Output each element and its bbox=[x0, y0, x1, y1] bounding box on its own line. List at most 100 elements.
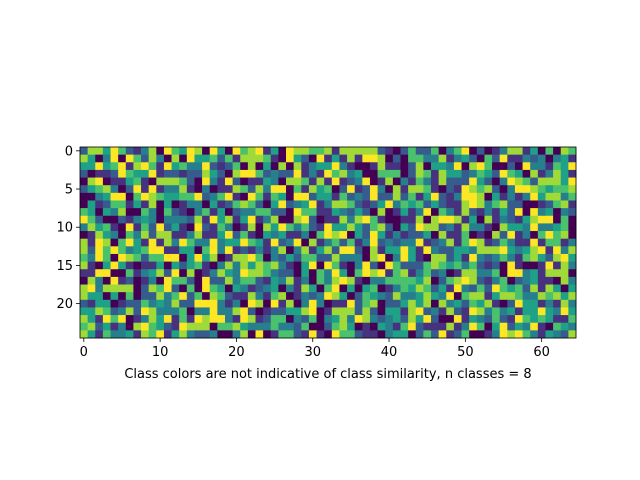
heatmap-cell bbox=[316, 330, 325, 339]
heatmap-cell bbox=[392, 215, 401, 224]
heatmap-cell bbox=[217, 185, 226, 194]
heatmap-cell bbox=[240, 154, 249, 163]
heatmap-cell bbox=[484, 238, 493, 247]
heatmap-cell bbox=[263, 185, 272, 194]
heatmap-cell bbox=[80, 292, 88, 301]
heatmap-cell bbox=[202, 315, 211, 324]
heatmap-cell bbox=[270, 253, 279, 262]
heatmap-cell bbox=[560, 315, 569, 324]
heatmap-cell bbox=[87, 330, 96, 339]
heatmap-cell bbox=[347, 269, 356, 278]
heatmap-cell bbox=[286, 269, 295, 278]
heatmap-cell bbox=[102, 261, 111, 270]
heatmap-cell bbox=[339, 315, 348, 324]
heatmap-cell bbox=[156, 231, 165, 240]
heatmap-cell bbox=[392, 315, 401, 324]
heatmap-cell bbox=[522, 299, 531, 308]
heatmap-cell bbox=[179, 147, 188, 155]
heatmap-cell bbox=[194, 299, 203, 308]
heatmap-cell bbox=[438, 223, 447, 232]
heatmap-cell bbox=[514, 231, 523, 240]
heatmap-cell bbox=[507, 315, 516, 324]
heatmap-cell bbox=[240, 269, 249, 278]
heatmap-cell bbox=[568, 231, 577, 240]
heatmap-cell bbox=[461, 284, 470, 293]
heatmap-cell bbox=[270, 223, 279, 232]
heatmap-cell bbox=[316, 269, 325, 278]
heatmap-cell bbox=[347, 315, 356, 324]
heatmap-cell bbox=[102, 269, 111, 278]
heatmap-cell bbox=[507, 253, 516, 262]
heatmap-cell bbox=[186, 276, 195, 285]
heatmap-cell bbox=[423, 238, 432, 247]
heatmap-cell bbox=[522, 162, 531, 171]
heatmap-cell bbox=[377, 169, 386, 178]
heatmap-cell bbox=[461, 261, 470, 270]
heatmap-cell bbox=[461, 200, 470, 209]
heatmap-cell bbox=[553, 307, 562, 316]
heatmap-cell bbox=[286, 231, 295, 240]
heatmap-cell bbox=[492, 307, 501, 316]
heatmap-cell bbox=[286, 192, 295, 201]
heatmap-cell bbox=[316, 215, 325, 224]
heatmap-cell bbox=[537, 269, 546, 278]
heatmap-cell bbox=[392, 231, 401, 240]
heatmap-cell bbox=[347, 231, 356, 240]
heatmap-cell bbox=[102, 299, 111, 308]
heatmap-cell bbox=[324, 147, 333, 155]
heatmap-cell bbox=[80, 200, 88, 209]
heatmap-cell bbox=[141, 185, 150, 194]
heatmap-cell bbox=[163, 200, 172, 209]
heatmap-cell bbox=[171, 215, 180, 224]
heatmap-cell bbox=[118, 246, 127, 255]
heatmap-cell bbox=[431, 208, 439, 217]
heatmap-cell bbox=[202, 284, 211, 293]
heatmap-cell bbox=[553, 276, 562, 285]
heatmap-cell bbox=[369, 299, 378, 308]
heatmap-cell bbox=[400, 292, 409, 301]
heatmap-cell bbox=[461, 185, 470, 194]
heatmap-cell bbox=[339, 215, 348, 224]
heatmap-cell bbox=[492, 315, 501, 324]
heatmap-cell bbox=[263, 299, 272, 308]
heatmap-cell bbox=[163, 276, 172, 285]
heatmap-cell bbox=[499, 177, 508, 186]
heatmap-cell bbox=[507, 231, 516, 240]
heatmap-cell bbox=[247, 330, 256, 339]
heatmap-cell bbox=[362, 330, 371, 339]
heatmap-cell bbox=[377, 177, 386, 186]
heatmap-cell bbox=[247, 223, 256, 232]
heatmap-cell bbox=[118, 322, 127, 331]
heatmap-cell bbox=[316, 177, 325, 186]
heatmap-cell bbox=[522, 246, 531, 255]
heatmap-cell bbox=[324, 162, 333, 171]
heatmap-cell bbox=[400, 315, 409, 324]
heatmap-cell bbox=[431, 147, 439, 155]
heatmap-cell bbox=[476, 253, 485, 262]
heatmap-cell bbox=[377, 330, 386, 339]
heatmap-cell bbox=[148, 253, 157, 262]
heatmap-cell bbox=[369, 269, 378, 278]
heatmap-cell bbox=[240, 169, 249, 178]
heatmap-cell bbox=[476, 169, 485, 178]
heatmap-cell bbox=[461, 322, 470, 331]
heatmap-cell bbox=[247, 231, 256, 240]
heatmap-cell bbox=[453, 322, 462, 331]
heatmap-cell bbox=[369, 154, 378, 163]
heatmap-cell bbox=[247, 215, 256, 224]
heatmap-cell bbox=[415, 269, 424, 278]
heatmap-cell bbox=[301, 147, 310, 155]
heatmap-cell bbox=[95, 307, 104, 316]
heatmap-cell bbox=[194, 322, 203, 331]
heatmap-cell bbox=[194, 223, 203, 232]
heatmap-cell bbox=[339, 292, 348, 301]
heatmap-cell bbox=[530, 162, 539, 171]
heatmap-cell bbox=[247, 208, 256, 217]
heatmap-cell bbox=[163, 261, 172, 270]
heatmap-cell bbox=[301, 292, 310, 301]
heatmap-cell bbox=[240, 215, 249, 224]
heatmap-cell bbox=[217, 261, 226, 270]
heatmap-cell bbox=[324, 154, 333, 163]
heatmap-cell bbox=[95, 162, 104, 171]
heatmap-cell bbox=[202, 223, 211, 232]
